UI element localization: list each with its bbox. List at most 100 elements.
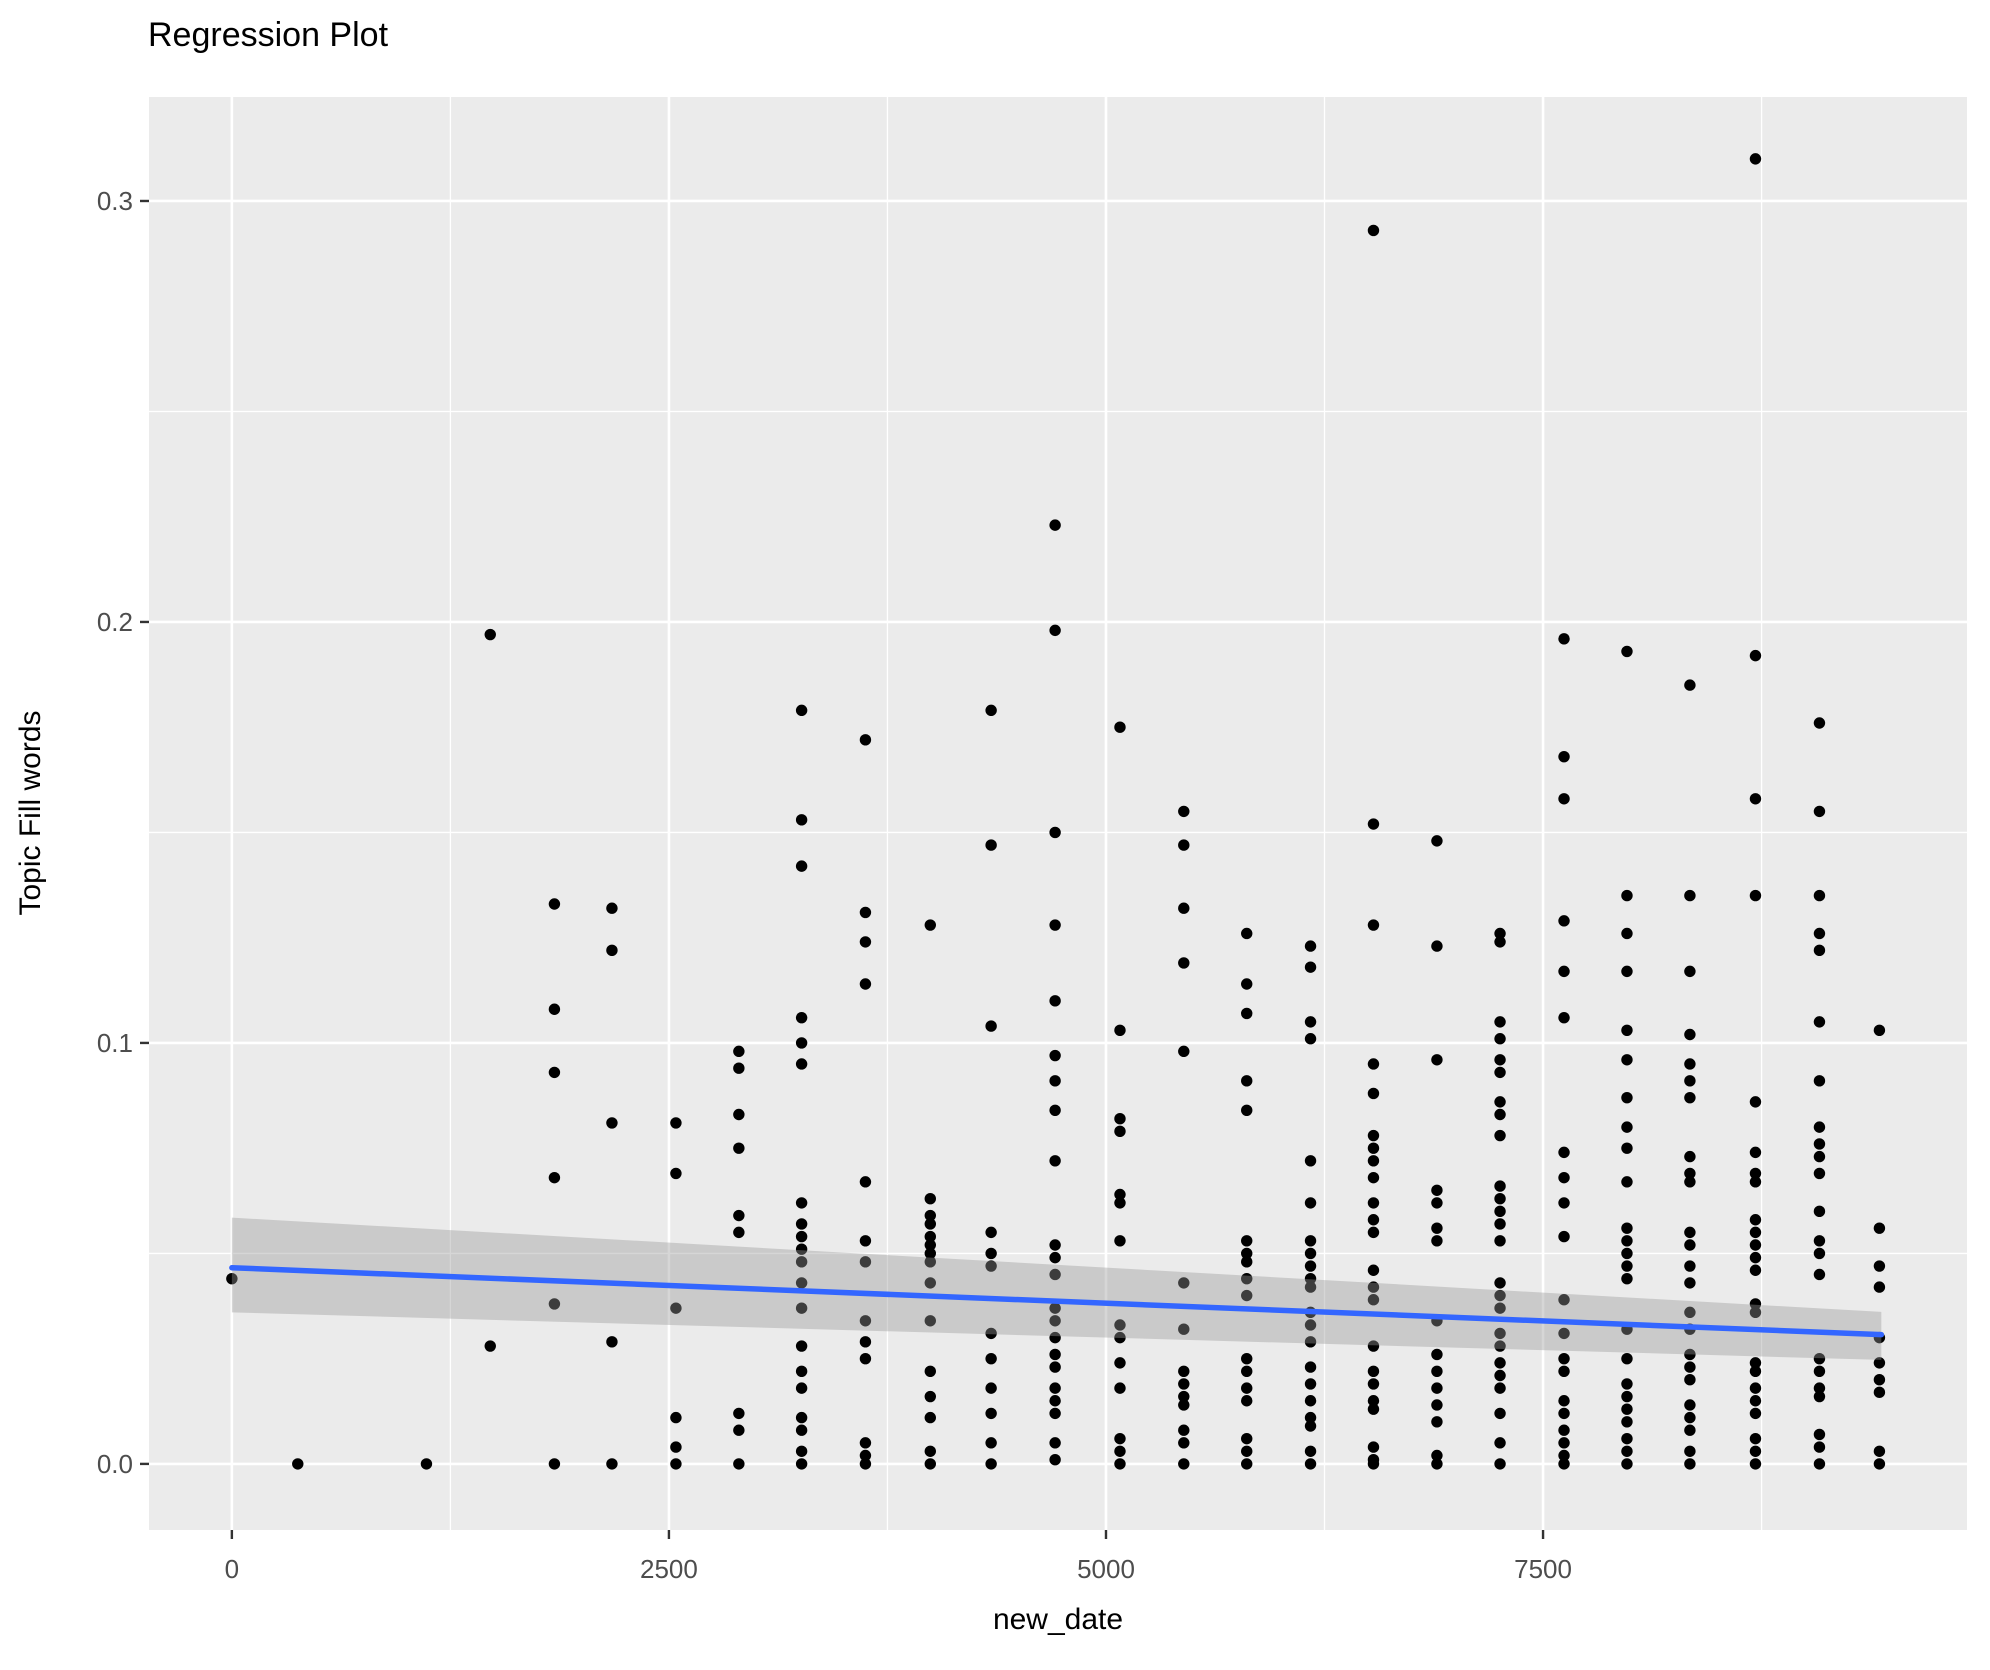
major-gridlines bbox=[149, 97, 1967, 1530]
data-point bbox=[1813, 1167, 1826, 1180]
data-point bbox=[859, 1352, 872, 1365]
data-point bbox=[1558, 1327, 1570, 1340]
data-point bbox=[1049, 1302, 1061, 1314]
data-point bbox=[1367, 1058, 1380, 1070]
data-point bbox=[1049, 1049, 1061, 1062]
data-point bbox=[1431, 1399, 1443, 1411]
data-point bbox=[1749, 1382, 1762, 1394]
data-point bbox=[1749, 889, 1762, 902]
data-point bbox=[1114, 1197, 1126, 1209]
data-point bbox=[1621, 1142, 1633, 1154]
data-point bbox=[1621, 1247, 1633, 1260]
data-point bbox=[985, 1260, 997, 1272]
data-point bbox=[859, 1336, 872, 1348]
data-point bbox=[1621, 1416, 1633, 1428]
data-point bbox=[670, 1167, 682, 1180]
data-point bbox=[859, 1256, 872, 1268]
data-point bbox=[1367, 1087, 1380, 1100]
data-point bbox=[1558, 1407, 1570, 1420]
data-point bbox=[548, 1003, 561, 1015]
data-point bbox=[1241, 1247, 1253, 1260]
data-point bbox=[1178, 1365, 1190, 1377]
data-point bbox=[795, 1058, 808, 1070]
data-point bbox=[1304, 1033, 1317, 1045]
y-tick-label: 0.2 bbox=[97, 607, 133, 637]
data-point bbox=[1049, 519, 1061, 531]
data-point bbox=[1494, 1277, 1506, 1289]
data-point bbox=[1114, 1235, 1126, 1247]
data-point bbox=[1684, 1348, 1696, 1361]
data-point bbox=[1367, 1226, 1380, 1239]
data-point bbox=[1431, 1365, 1443, 1377]
data-point bbox=[985, 1020, 997, 1032]
data-point bbox=[1749, 1251, 1762, 1264]
data-point bbox=[924, 1209, 936, 1222]
data-point bbox=[795, 1230, 808, 1243]
data-point bbox=[1558, 633, 1570, 645]
data-point bbox=[606, 1458, 618, 1470]
data-point bbox=[606, 944, 618, 957]
data-point bbox=[924, 1247, 936, 1260]
data-point bbox=[1241, 1445, 1253, 1457]
data-point bbox=[1558, 1395, 1570, 1407]
data-point bbox=[1431, 1458, 1443, 1470]
data-point bbox=[1049, 1155, 1061, 1167]
data-point bbox=[1813, 1441, 1826, 1453]
data-point bbox=[1813, 1075, 1826, 1087]
data-point bbox=[1813, 927, 1826, 940]
data-point bbox=[1178, 1378, 1190, 1390]
data-point bbox=[1178, 805, 1190, 818]
data-point bbox=[1304, 1361, 1317, 1373]
data-point bbox=[1749, 1264, 1762, 1276]
data-point bbox=[1621, 927, 1633, 940]
data-point bbox=[924, 1411, 936, 1424]
data-point bbox=[1178, 1045, 1190, 1058]
data-point bbox=[985, 839, 997, 851]
data-point bbox=[292, 1458, 304, 1470]
data-point bbox=[1749, 649, 1762, 662]
data-point bbox=[1304, 1272, 1317, 1285]
data-point bbox=[733, 1108, 745, 1121]
data-point bbox=[1558, 1011, 1570, 1024]
data-point bbox=[1304, 1197, 1317, 1209]
data-point bbox=[1494, 1369, 1506, 1382]
data-point bbox=[1494, 1218, 1506, 1230]
data-point bbox=[1049, 1251, 1061, 1264]
data-point bbox=[1813, 1150, 1826, 1163]
data-point bbox=[1367, 1458, 1380, 1470]
data-point bbox=[1684, 1306, 1696, 1319]
data-point bbox=[226, 1272, 238, 1285]
data-point bbox=[1114, 1382, 1126, 1394]
x-axis-title: new_date bbox=[993, 1603, 1123, 1636]
data-point bbox=[1749, 1239, 1762, 1251]
data-point bbox=[1431, 1449, 1443, 1462]
data-point bbox=[795, 1424, 808, 1436]
data-point bbox=[795, 1411, 808, 1424]
data-point bbox=[1684, 679, 1696, 691]
data-point bbox=[1241, 1007, 1253, 1020]
data-point bbox=[1749, 153, 1762, 165]
data-point bbox=[1494, 1357, 1506, 1369]
data-point bbox=[1684, 1239, 1696, 1251]
data-point bbox=[985, 1437, 997, 1449]
data-point bbox=[1558, 1365, 1570, 1377]
data-point bbox=[1241, 927, 1253, 940]
data-point bbox=[795, 1382, 808, 1394]
x-tick-label: 7500 bbox=[1514, 1554, 1572, 1584]
data-point bbox=[1621, 1445, 1633, 1457]
data-point bbox=[1684, 1226, 1696, 1239]
data-point bbox=[1494, 1205, 1506, 1218]
y-tick-label: 0.3 bbox=[97, 186, 133, 216]
data-point bbox=[1684, 1424, 1696, 1436]
data-point bbox=[985, 704, 997, 717]
data-point bbox=[924, 1239, 936, 1251]
data-point bbox=[670, 1117, 682, 1129]
y-tick-label: 0.0 bbox=[97, 1449, 133, 1479]
data-point bbox=[1813, 1382, 1826, 1394]
data-point bbox=[1494, 1407, 1506, 1420]
data-point bbox=[606, 1336, 618, 1348]
confidence-band bbox=[231, 1217, 1882, 1360]
data-point bbox=[1241, 1256, 1253, 1268]
data-point bbox=[1684, 1176, 1696, 1188]
data-point bbox=[985, 1352, 997, 1365]
